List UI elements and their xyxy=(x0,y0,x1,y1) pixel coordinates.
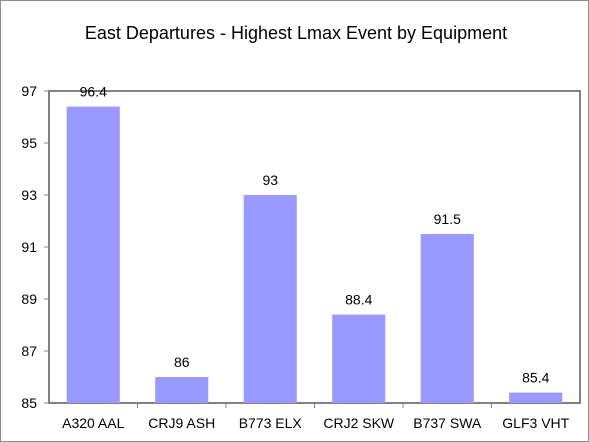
data-label: 93 xyxy=(262,172,278,188)
bar-glf3-vht xyxy=(509,392,563,403)
data-label: 91.5 xyxy=(434,211,461,227)
chart-title: East Departures - Highest Lmax Event by … xyxy=(84,23,508,43)
plot-area-border xyxy=(48,90,581,404)
x-tick-label: GLF3 VHT xyxy=(502,415,569,431)
y-tick-label: 97 xyxy=(21,83,37,99)
y-tick-label: 87 xyxy=(21,343,37,359)
y-tick-label: 85 xyxy=(21,395,37,411)
data-label: 96.4 xyxy=(80,84,107,100)
x-tick-label: CRJ9 ASH xyxy=(148,415,215,431)
bar-crj9-ash xyxy=(155,377,209,403)
y-tick-label: 93 xyxy=(21,187,37,203)
y-tick-label: 95 xyxy=(21,135,37,151)
x-tick-label: B737 SWA xyxy=(413,415,482,431)
bar-a320-aal xyxy=(66,106,120,403)
x-tick-label: B773 ELX xyxy=(239,415,303,431)
bar-b737-swa xyxy=(420,234,474,403)
x-tick-label: CRJ2 SKW xyxy=(323,415,395,431)
data-label: 88.4 xyxy=(345,292,372,308)
data-label: 86 xyxy=(174,354,190,370)
bar-b773-elx xyxy=(243,195,297,403)
y-tick-label: 89 xyxy=(21,291,37,307)
y-tick-label: 91 xyxy=(21,239,37,255)
data-label: 85.4 xyxy=(522,370,549,386)
bar-crj2-skw xyxy=(332,314,386,403)
x-tick-label: A320 AAL xyxy=(62,415,124,431)
